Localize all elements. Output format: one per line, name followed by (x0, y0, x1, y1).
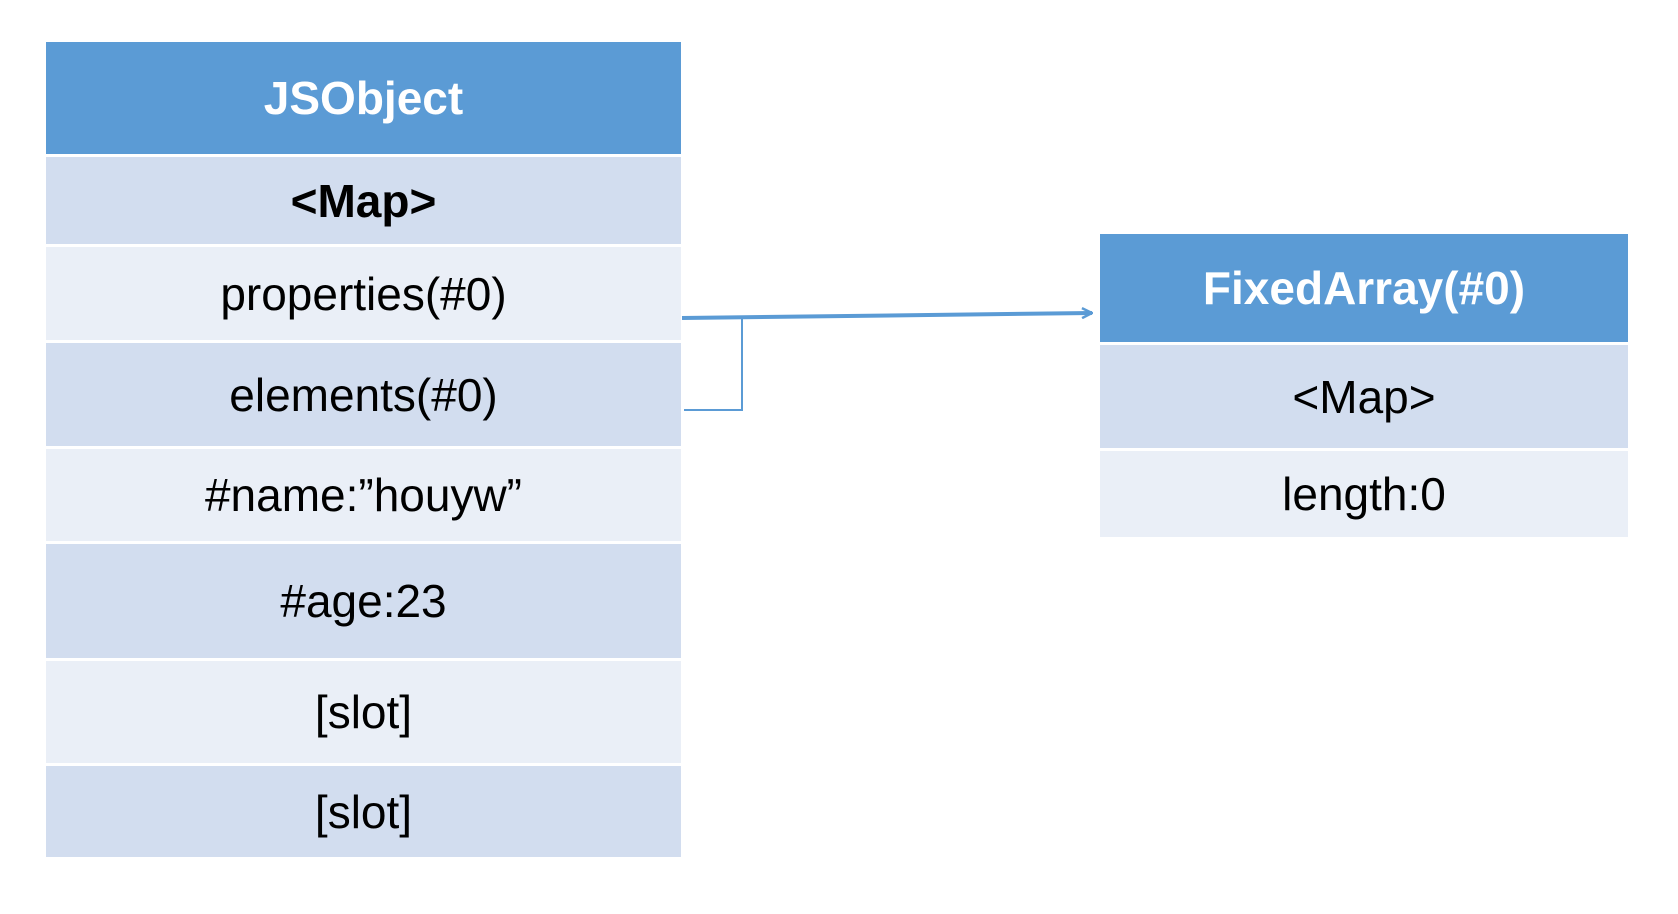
jsobject-elements-row: elements(#0) (46, 343, 681, 446)
properties-to-fixed-array-arrow (681, 313, 1092, 320)
fixed-array-title: FixedArray(#0) (1100, 234, 1628, 342)
fixed-array-map-row: <Map> (1100, 345, 1628, 448)
jsobject-age-row: #age:23 (46, 544, 681, 658)
jsobject-name-row: #name:”houyw” (46, 449, 681, 541)
fixed-array-table: FixedArray(#0) <Map> length:0 (1100, 234, 1628, 537)
fixed-array-length-row: length:0 (1100, 451, 1628, 537)
jsobject-slot-row-2: [slot] (46, 766, 681, 857)
jsobject-slot-row-1: [slot] (46, 661, 681, 763)
elements-connector-line (684, 318, 743, 411)
jsobject-map-row: <Map> (46, 157, 681, 244)
jsobject-table: JSObject <Map> properties(#0) elements(#… (46, 42, 681, 857)
jsobject-properties-row: properties(#0) (46, 247, 681, 340)
jsobject-title: JSObject (46, 42, 681, 154)
